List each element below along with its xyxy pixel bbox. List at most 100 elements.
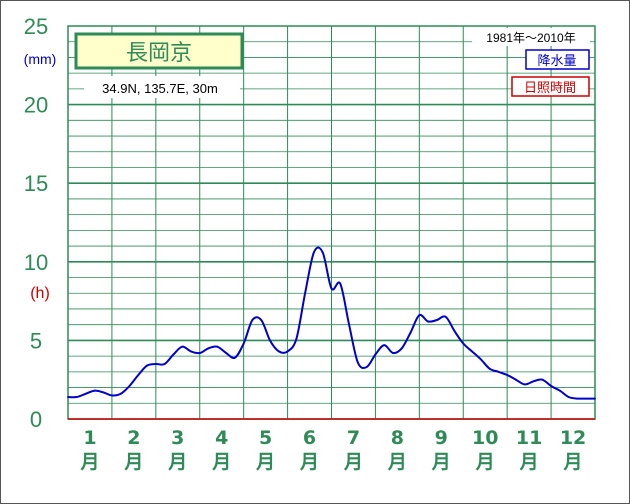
data-point — [444, 315, 447, 318]
x-tick-label: 12 — [560, 427, 586, 449]
data-point — [216, 345, 219, 348]
data-point — [163, 363, 166, 365]
x-tick-unit: 月 — [431, 451, 451, 473]
data-point — [111, 394, 113, 397]
data-point — [541, 378, 544, 381]
x-tick-unit: 月 — [475, 451, 495, 473]
location-box — [84, 76, 240, 98]
data-point — [374, 353, 377, 356]
y-tick-label: 5 — [30, 328, 42, 353]
x-tick-unit: 月 — [343, 451, 363, 473]
series-layer — [67, 246, 596, 400]
x-tick-label: 11 — [516, 427, 542, 449]
data-point — [269, 339, 271, 342]
x-tick-label: 5 — [259, 427, 272, 449]
legend-sunshine — [511, 76, 590, 97]
data-point — [515, 378, 517, 381]
data-point — [119, 392, 122, 395]
data-point — [172, 353, 175, 356]
y-axis-labels: 0 5 10 15 20 25 — [24, 14, 48, 432]
data-point — [242, 342, 245, 345]
x-tick-label: 1 — [83, 427, 96, 449]
data-point — [418, 314, 421, 317]
x-tick-label: 4 — [215, 427, 228, 449]
data-point — [102, 391, 104, 394]
data-point — [304, 292, 306, 295]
x-tick-label: 2 — [127, 427, 140, 449]
data-point — [356, 361, 359, 364]
data-point — [321, 251, 324, 254]
x-tick-label: 9 — [435, 427, 448, 449]
x-tick-unit: 月 — [123, 451, 143, 473]
data-point — [383, 344, 386, 346]
data-point — [137, 374, 140, 376]
precip-unit-label: (mm) — [24, 51, 57, 67]
data-point — [128, 385, 131, 387]
data-point — [523, 383, 526, 386]
x-tick-label: 3 — [171, 427, 184, 449]
x-tick-unit: 月 — [299, 451, 319, 473]
data-point — [339, 282, 342, 285]
data-point — [75, 396, 78, 398]
x-tick-unit: 月 — [563, 451, 583, 473]
period-box — [472, 28, 590, 46]
data-point — [154, 363, 157, 365]
x-tick-unit: 月 — [79, 451, 99, 473]
x-tick-unit: 月 — [167, 451, 187, 473]
x-tick-label: 6 — [303, 427, 316, 449]
data-point — [462, 342, 465, 345]
data-point — [506, 374, 509, 376]
data-point — [207, 347, 210, 350]
data-point — [67, 396, 69, 398]
x-tick-label: 7 — [347, 427, 360, 449]
y-tick-label: 0 — [30, 407, 42, 432]
data-point — [532, 380, 535, 383]
data-point — [567, 396, 570, 398]
data-point — [392, 352, 394, 354]
y-tick-label: 20 — [24, 93, 48, 118]
data-point — [488, 367, 491, 370]
data-point — [479, 358, 482, 361]
data-point — [225, 352, 228, 354]
x-tick-unit: 月 — [211, 451, 231, 473]
data-point — [594, 397, 596, 400]
data-point — [295, 337, 298, 340]
x-tick-unit: 月 — [255, 451, 275, 473]
legend-sunshine-label: 日照時間 — [524, 81, 576, 96]
data-point — [550, 385, 552, 387]
data-point — [330, 287, 333, 290]
data-point — [313, 251, 315, 254]
y-tick-label: 15 — [24, 171, 48, 196]
location-text: 34.9N, 135.7E, 30m — [102, 81, 218, 96]
x-tick-label: 10 — [472, 427, 498, 449]
title-box — [74, 32, 244, 70]
x-tick-label: 8 — [391, 427, 404, 449]
legend-precip — [525, 49, 590, 70]
data-point — [198, 352, 201, 354]
y-tick-label: 25 — [24, 14, 48, 39]
sunshine-unit-label: (h) — [30, 285, 50, 302]
data-point — [400, 347, 403, 350]
data-point — [260, 319, 263, 321]
data-point — [251, 319, 254, 321]
x-tick-unit: 月 — [387, 451, 407, 473]
data-point — [471, 350, 473, 353]
chart-title: 長岡京 — [126, 41, 192, 66]
grid — [68, 26, 595, 420]
data-point — [84, 392, 87, 395]
data-point — [576, 397, 579, 400]
data-point — [436, 319, 438, 321]
legend-precip-label: 降水量 — [537, 54, 576, 69]
data-point — [93, 389, 96, 392]
data-point — [453, 330, 456, 332]
data-point — [365, 366, 368, 368]
data-point — [497, 370, 500, 373]
data-point — [409, 331, 412, 334]
data-point — [146, 364, 148, 367]
data-point — [559, 389, 561, 392]
data-point — [234, 356, 236, 359]
period-text: 1981年〜2010年 — [486, 31, 575, 45]
data-point — [277, 350, 280, 353]
